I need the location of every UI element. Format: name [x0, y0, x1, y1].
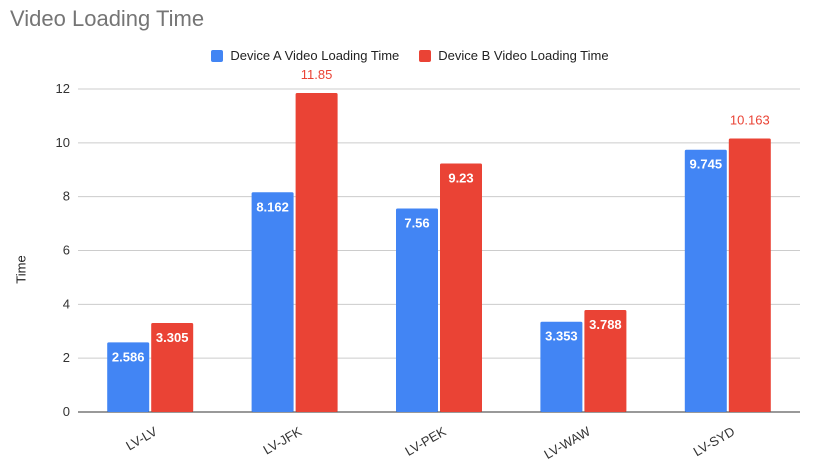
x-tick-label: LV-SYD: [691, 424, 738, 460]
legend-item-device-a[interactable]: Device A Video Loading Time: [211, 48, 399, 63]
legend-label-device-a: Device A Video Loading Time: [230, 48, 400, 63]
x-tick-label: LV-WAW: [541, 423, 593, 462]
chart-title: Video Loading Time: [10, 6, 205, 31]
legend-item-device-b[interactable]: Device B Video Loading Time: [419, 48, 609, 63]
x-tick-label: LV-LV: [123, 423, 160, 453]
bar-device-b: [584, 310, 627, 412]
y-tick-label: 4: [63, 296, 70, 311]
data-label: 2.586: [112, 349, 145, 364]
data-label: 9.23: [448, 171, 473, 186]
bar-device-b: [728, 138, 771, 412]
y-tick-label: 10: [56, 135, 70, 150]
data-label: 3.788: [589, 317, 622, 332]
y-tick-label: 0: [63, 404, 70, 419]
legend-swatch-device-b: [419, 49, 432, 62]
bar-device-a: [540, 321, 583, 412]
bar-device-a: [251, 192, 294, 412]
data-label: 11.85: [301, 67, 333, 82]
y-tick-label: 2: [63, 350, 70, 365]
data-label: 3.353: [545, 329, 578, 344]
legend-swatch-device-a: [211, 49, 224, 62]
y-tick-label: 6: [63, 243, 70, 258]
bar-device-b: [151, 323, 194, 412]
bar-device-a: [684, 149, 727, 412]
data-label: 10.163: [730, 112, 770, 127]
y-tick-label: 8: [63, 189, 70, 204]
data-label: 7.56: [404, 216, 429, 231]
x-tick-label: LV-PEK: [402, 423, 448, 458]
y-tick-label: 12: [56, 81, 70, 96]
data-label: 9.745: [690, 157, 723, 172]
data-label: 3.305: [156, 330, 189, 345]
bar-device-b: [295, 93, 338, 412]
x-tick-label: LV-JFK: [261, 423, 305, 457]
data-label: 8.162: [256, 199, 289, 214]
legend-label-device-b: Device B Video Loading Time: [438, 48, 609, 63]
bar-device-a: [107, 342, 150, 412]
bar-device-b: [440, 163, 482, 412]
legend: Device A Video Loading Time Device B Vid…: [0, 48, 820, 63]
bar-device-a: [396, 208, 438, 412]
